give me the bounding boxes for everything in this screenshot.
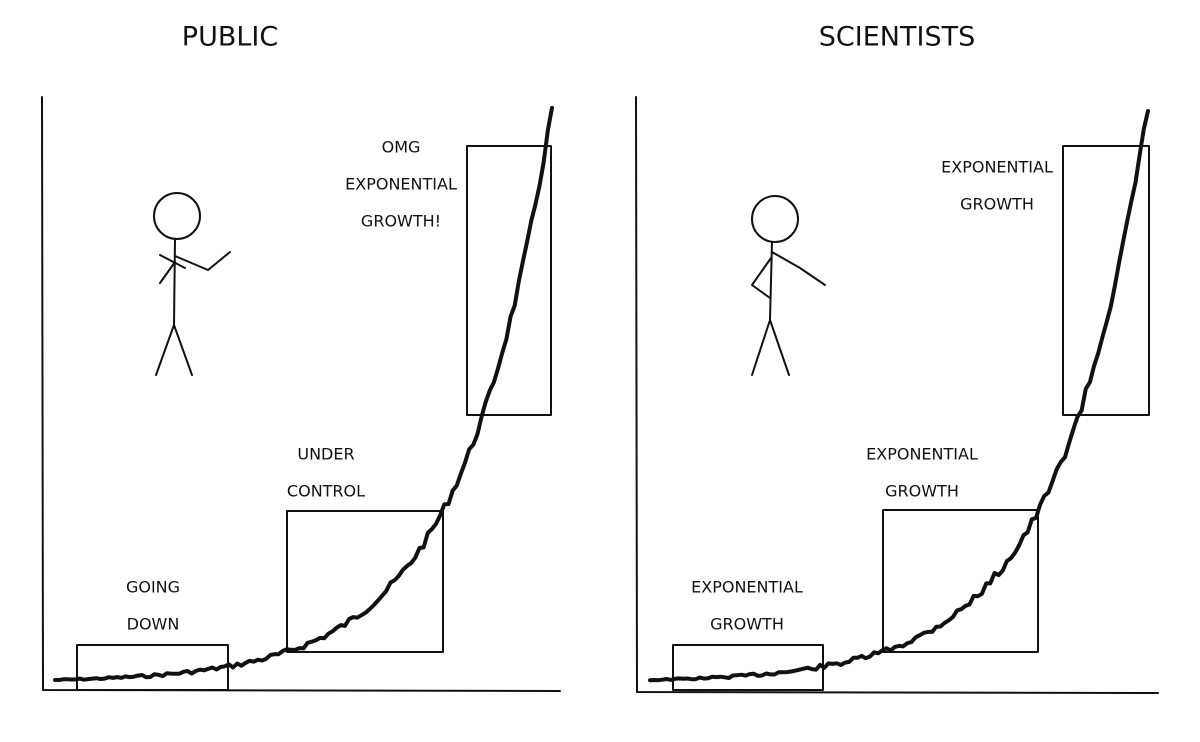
box-label: DOWN bbox=[127, 615, 180, 634]
box bbox=[286, 510, 444, 653]
box-label: UNDER bbox=[297, 445, 354, 464]
panel-title: SCIENTISTS bbox=[819, 22, 975, 53]
stick-figure bbox=[751, 195, 826, 376]
box-label: EXPONENTIAL bbox=[941, 158, 1053, 177]
box-label: EXPONENTIAL bbox=[345, 175, 457, 194]
axes bbox=[635, 96, 1159, 694]
stick-figure bbox=[153, 192, 231, 376]
growth-curve bbox=[648, 109, 1150, 683]
growth-curve bbox=[53, 105, 554, 682]
box-label: CONTROL bbox=[287, 482, 365, 501]
box-label: GROWTH bbox=[710, 615, 784, 634]
box bbox=[76, 644, 229, 691]
panel-scientists: SCIENTISTS bbox=[635, 22, 1159, 694]
box bbox=[1062, 145, 1150, 416]
box bbox=[882, 509, 1039, 653]
box-label: EXPONENTIAL bbox=[691, 578, 803, 597]
axes bbox=[41, 96, 561, 692]
box-label: GROWTH bbox=[885, 482, 959, 501]
box bbox=[466, 145, 552, 416]
box-label: GROWTH! bbox=[361, 212, 441, 231]
panel-title: PUBLIC bbox=[182, 22, 278, 53]
box-label: EXPONENTIAL bbox=[866, 445, 978, 464]
panel-public: PUBLIC bbox=[41, 22, 561, 692]
box-label: GOING bbox=[126, 578, 180, 597]
box-label: OMG bbox=[382, 138, 421, 157]
box-label: GROWTH bbox=[960, 195, 1034, 214]
